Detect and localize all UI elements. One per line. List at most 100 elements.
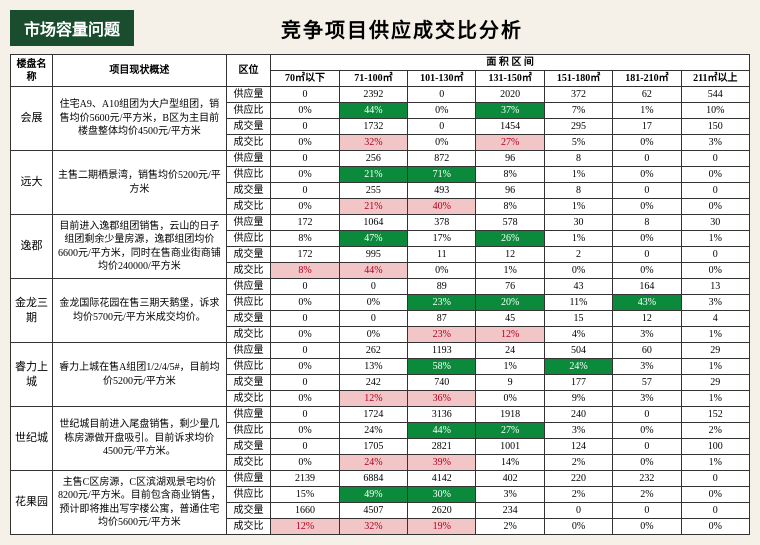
metric-label-cell: 供应量 <box>226 343 271 359</box>
data-cell: 8 <box>544 183 612 199</box>
project-desc-cell: 住宅A9、A10组团为大户型组团，销售均价5600元/平方米，B区为主目前楼盘整… <box>53 87 227 151</box>
data-cell: 493 <box>408 183 476 199</box>
data-cell: 0% <box>613 455 681 471</box>
data-cell: 24% <box>544 359 612 375</box>
data-cell: 1% <box>681 327 749 343</box>
data-cell: 2139 <box>271 471 339 487</box>
data-cell: 44% <box>408 423 476 439</box>
data-cell: 1% <box>681 359 749 375</box>
metric-label-cell: 供应量 <box>226 279 271 295</box>
data-cell: 7% <box>544 103 612 119</box>
project-name-cell: 远大 <box>11 151 53 215</box>
data-cell: 0 <box>271 183 339 199</box>
data-cell: 1918 <box>476 407 544 423</box>
data-cell: 15 <box>544 311 612 327</box>
data-cell: 3136 <box>408 407 476 423</box>
project-desc-cell: 目前进入逸郡组团销售，云山的日子组团剩余少量房源，逸郡组团均价6600元/平方米… <box>53 215 227 279</box>
col-head-name: 楼盘名称 <box>11 55 53 87</box>
data-cell: 8 <box>544 151 612 167</box>
data-cell: 0% <box>681 487 749 503</box>
data-cell: 39% <box>408 455 476 471</box>
data-cell: 27% <box>476 423 544 439</box>
metric-label-cell: 成交比 <box>226 263 271 279</box>
data-cell: 36% <box>408 391 476 407</box>
data-cell: 44% <box>339 103 407 119</box>
metric-label-cell: 供应比 <box>226 359 271 375</box>
data-cell: 23% <box>408 295 476 311</box>
table-row: 远大主售二期栖景湾，销售均价5200元/平方米供应量025687296800 <box>11 151 750 167</box>
table-head: 楼盘名称 项目现状概述 区位 面 积 区 间 70㎡以下71-100㎡101-1… <box>11 55 750 87</box>
data-cell: 0 <box>681 471 749 487</box>
metric-label-cell: 成交比 <box>226 327 271 343</box>
data-cell: 15% <box>271 487 339 503</box>
data-cell: 0% <box>408 263 476 279</box>
data-cell: 2392 <box>339 87 407 103</box>
data-cell: 89 <box>408 279 476 295</box>
data-cell: 0% <box>408 103 476 119</box>
col-head-desc: 项目现状概述 <box>53 55 227 87</box>
metric-label-cell: 供应比 <box>226 295 271 311</box>
data-cell: 29 <box>681 343 749 359</box>
data-cell: 0 <box>613 247 681 263</box>
data-cell: 57 <box>613 375 681 391</box>
col-head-area-4: 151-180㎡ <box>544 71 612 87</box>
data-cell: 177 <box>544 375 612 391</box>
data-cell: 1% <box>544 167 612 183</box>
data-cell: 1% <box>544 199 612 215</box>
data-cell: 96 <box>476 183 544 199</box>
data-cell: 0% <box>613 231 681 247</box>
data-cell: 37% <box>476 103 544 119</box>
data-cell: 0% <box>544 519 612 535</box>
project-desc-cell: 睿力上城在售A组团1/2/4/5#，目前均价5200元/平方米 <box>53 343 227 407</box>
data-cell: 5% <box>544 135 612 151</box>
data-cell: 1732 <box>339 119 407 135</box>
data-cell: 4% <box>544 327 612 343</box>
metric-label-cell: 成交量 <box>226 439 271 455</box>
data-cell: 13% <box>339 359 407 375</box>
data-cell: 0 <box>271 87 339 103</box>
data-cell: 0 <box>339 279 407 295</box>
data-cell: 1% <box>613 103 681 119</box>
data-cell: 0% <box>613 199 681 215</box>
data-cell: 1064 <box>339 215 407 231</box>
data-cell: 0 <box>681 247 749 263</box>
data-cell: 62 <box>613 87 681 103</box>
data-cell: 2% <box>476 519 544 535</box>
metric-label-cell: 成交比 <box>226 519 271 535</box>
data-cell: 0% <box>271 295 339 311</box>
table-row: 金龙三期金龙国际花园在售三期天鹅堡，诉求均价5700元/平方米成交均价。供应量0… <box>11 279 750 295</box>
data-cell: 4507 <box>339 503 407 519</box>
data-cell: 32% <box>339 519 407 535</box>
data-cell: 3% <box>613 359 681 375</box>
project-name-cell: 金龙三期 <box>11 279 53 343</box>
data-cell: 0 <box>271 407 339 423</box>
data-cell: 12% <box>476 327 544 343</box>
metric-label-cell: 供应比 <box>226 103 271 119</box>
data-cell: 242 <box>339 375 407 391</box>
metric-label-cell: 成交量 <box>226 183 271 199</box>
data-cell: 60 <box>613 343 681 359</box>
project-desc-cell: 主售二期栖景湾，销售均价5200元/平方米 <box>53 151 227 215</box>
data-cell: 17% <box>408 231 476 247</box>
data-cell: 71% <box>408 167 476 183</box>
data-cell: 44% <box>339 263 407 279</box>
data-cell: 3% <box>681 135 749 151</box>
metric-label-cell: 供应量 <box>226 151 271 167</box>
data-cell: 0 <box>271 343 339 359</box>
data-cell: 0% <box>681 167 749 183</box>
data-cell: 220 <box>544 471 612 487</box>
data-cell: 0 <box>271 311 339 327</box>
data-cell: 100 <box>681 439 749 455</box>
data-cell: 11 <box>408 247 476 263</box>
metric-label-cell: 成交比 <box>226 199 271 215</box>
data-cell: 0% <box>339 327 407 343</box>
data-cell: 0% <box>271 167 339 183</box>
data-cell: 2% <box>544 487 612 503</box>
col-head-area-0: 70㎡以下 <box>271 71 339 87</box>
data-cell: 124 <box>544 439 612 455</box>
data-cell: 32% <box>339 135 407 151</box>
data-cell: 0 <box>271 119 339 135</box>
main-title: 竞争项目供应成交比分析 <box>134 14 750 43</box>
data-cell: 24% <box>339 423 407 439</box>
data-cell: 0 <box>613 407 681 423</box>
